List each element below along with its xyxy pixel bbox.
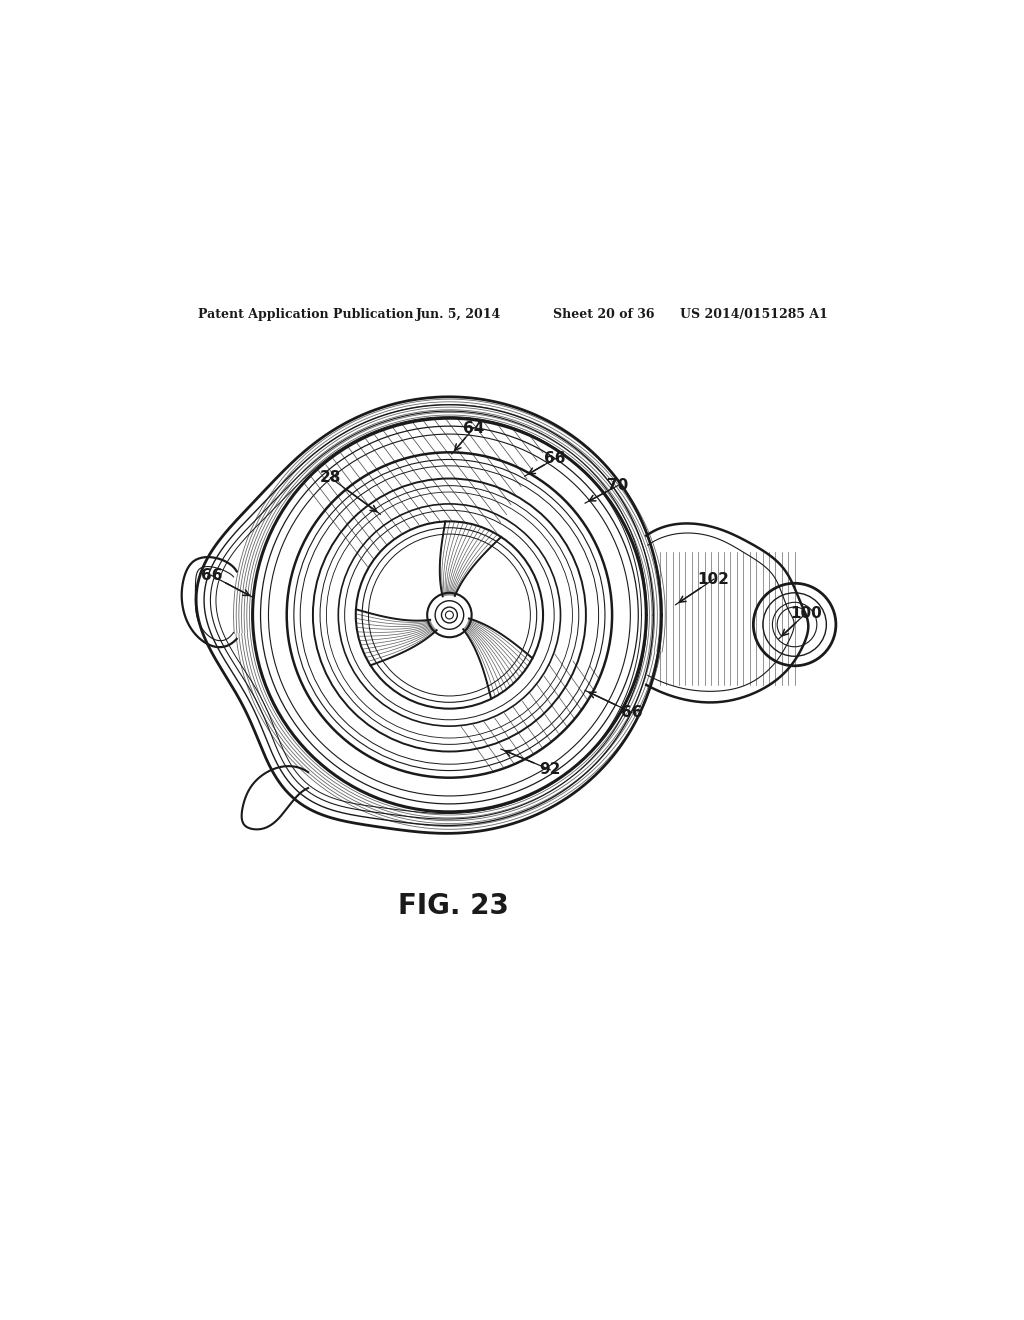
Text: 102: 102 <box>697 572 730 587</box>
Text: 66: 66 <box>544 451 565 466</box>
Text: FIG. 23: FIG. 23 <box>398 892 509 920</box>
Text: 64: 64 <box>463 421 484 436</box>
Text: 66: 66 <box>622 705 643 721</box>
Text: 92: 92 <box>540 762 561 777</box>
Text: Sheet 20 of 36: Sheet 20 of 36 <box>553 308 655 321</box>
Text: Jun. 5, 2014: Jun. 5, 2014 <box>416 308 502 321</box>
Text: 100: 100 <box>790 606 821 620</box>
Text: 66: 66 <box>201 568 222 583</box>
Text: US 2014/0151285 A1: US 2014/0151285 A1 <box>680 308 827 321</box>
Text: 28: 28 <box>319 470 341 486</box>
Text: Patent Application Publication: Patent Application Publication <box>198 308 414 321</box>
Text: 70: 70 <box>607 478 629 494</box>
